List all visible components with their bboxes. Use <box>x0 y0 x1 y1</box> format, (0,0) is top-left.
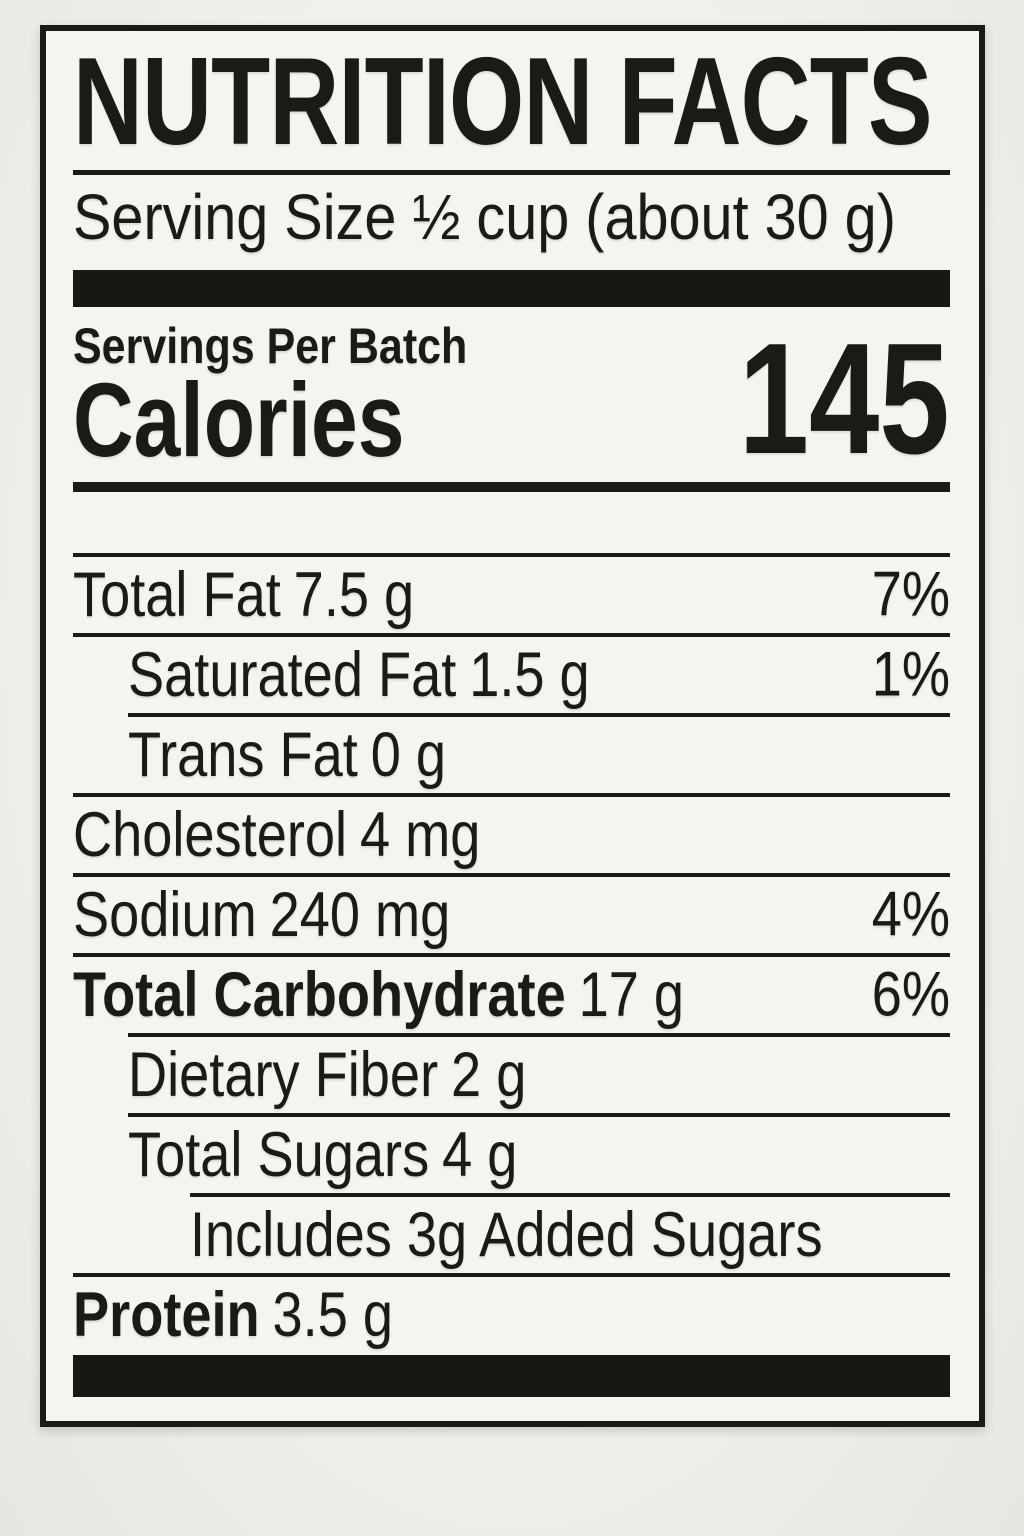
serving-size-text: Serving Size ½ cup (about 30 g) <box>73 181 896 253</box>
separator-rule <box>73 1273 950 1277</box>
daily-value: 7% <box>871 559 950 630</box>
separator-rule <box>128 713 950 717</box>
nutrient-amount: 1.5 g <box>469 639 590 710</box>
nutrient-row: Dietary Fiber 2 g <box>73 1037 950 1113</box>
daily-value: 6% <box>871 959 950 1030</box>
label-title: NUTRITION FACTS <box>73 33 933 171</box>
nutrient-amount: 0 g <box>370 719 447 790</box>
nutrient-row: Cholesterol 4 mg <box>73 797 950 873</box>
nutrition-label: NUTRITION FACTS Serving Size ½ cup (abou… <box>40 25 985 1427</box>
separator-rule <box>73 553 950 557</box>
nutrient-name: Trans Fat <box>128 719 358 790</box>
nutrient-row: Saturated Fat 1.5 g 1% <box>73 637 950 713</box>
nutrient-name: Includes 3g Added Sugars <box>190 1199 823 1270</box>
nutrient-row: Total Fat 7.5 g 7% <box>73 557 950 633</box>
nutrient-name: Cholesterol <box>73 799 348 870</box>
nutrient-amount: 2 g <box>451 1039 527 1110</box>
nutrient-row: Total Carbohydrate 17 g 6% <box>73 957 950 1033</box>
nutrient-amount: 240 mg <box>269 879 451 950</box>
header-rule <box>73 170 950 175</box>
nutrient-table: Total Fat 7.5 g 7% Saturated Fat 1.5 g 1% … <box>73 553 950 1353</box>
servings-per-batch-label: Servings Per Batch <box>73 318 468 374</box>
nutrient-name: Total Fat <box>73 559 281 630</box>
nutrient-row: Protein 3.5 g <box>73 1277 950 1353</box>
separator-rule <box>190 1193 950 1197</box>
nutrient-amount: 7.5 g <box>293 559 415 630</box>
calories-rule <box>73 482 950 492</box>
daily-value: 1% <box>871 639 950 710</box>
separator-rule <box>73 873 950 877</box>
nutrient-name: Total Carbohydrate <box>73 959 566 1030</box>
nutrient-row: Sodium 240 mg 4% <box>73 877 950 953</box>
calories-label: Calories <box>73 362 405 479</box>
nutrient-name: Total Sugars <box>128 1119 430 1190</box>
nutrient-amount: 4 g <box>442 1119 518 1190</box>
nutrient-row: Includes 3g Added Sugars <box>73 1197 950 1273</box>
nutrient-amount: 17 g <box>578 959 685 1030</box>
nutrient-row: Trans Fat 0 g <box>73 717 950 793</box>
separator-rule <box>73 793 950 797</box>
bottom-bar <box>73 1355 950 1397</box>
nutrient-row: Total Sugars 4 g <box>73 1117 950 1193</box>
separator-rule <box>128 1033 950 1037</box>
separator-rule <box>128 1113 950 1117</box>
calories-value: 145 <box>739 311 950 487</box>
daily-value: 4% <box>871 879 950 950</box>
label-content: NUTRITION FACTS Serving Size ½ cup (abou… <box>73 31 950 1421</box>
nutrient-name: Saturated Fat <box>128 639 457 710</box>
nutrient-name: Sodium <box>73 879 257 950</box>
nutrient-amount: 4 mg <box>359 799 481 870</box>
top-bar <box>73 270 950 307</box>
nutrient-amount: 3.5 g <box>272 1279 394 1350</box>
nutrient-name: Protein <box>73 1279 260 1350</box>
separator-rule <box>73 953 950 957</box>
nutrient-name: Dietary Fiber <box>128 1039 439 1110</box>
separator-rule <box>73 633 950 637</box>
